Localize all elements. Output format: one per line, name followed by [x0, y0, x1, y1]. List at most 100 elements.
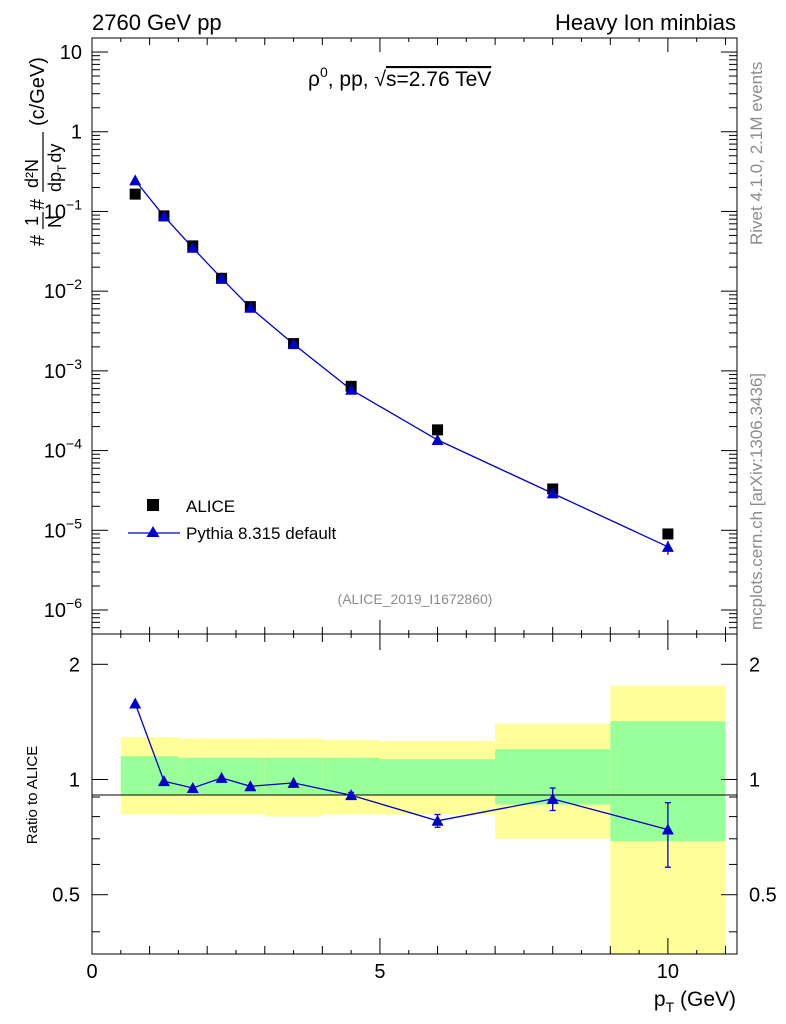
legend: ALICE Pythia 8.315 default	[128, 497, 337, 543]
y-label-dy: dy	[45, 144, 65, 163]
y-tick-label-exp: −5	[66, 515, 82, 531]
header-right: Heavy Ion minbias	[555, 10, 736, 35]
y-tick-label-base: 10	[44, 361, 66, 383]
pythia-point	[244, 301, 257, 313]
legend-label-alice: ALICE	[186, 497, 235, 516]
main-panel-ticks	[91, 38, 737, 635]
main-panel-data	[129, 174, 674, 555]
pythia-point	[431, 433, 444, 445]
x-label-t: T	[666, 999, 675, 1015]
y-tick-label: 1	[71, 122, 82, 144]
alice-point	[662, 528, 674, 540]
pythia-line	[134, 179, 669, 548]
ratio-y-tick-label: 0.5	[52, 885, 80, 907]
x-axis-label: pT (GeV)	[654, 988, 736, 1015]
legend-marker-alice	[147, 499, 159, 511]
ratio-panel-data	[129, 697, 674, 868]
x-label-unit: (GeV)	[674, 988, 736, 1011]
title-sqrt: √	[374, 68, 386, 91]
y-tick-label-base: 10	[44, 600, 66, 622]
y-label-t: T	[55, 164, 69, 172]
alice-point	[432, 424, 444, 436]
y-tick-label-exp: −3	[66, 356, 82, 372]
y-tick-label-base: 10	[60, 42, 82, 64]
rivet-version-text: Rivet 4.1.0, 2.1M events	[747, 62, 766, 245]
y-label-unit: (c/GeV)	[27, 57, 49, 126]
y-tick-label: 10−4	[44, 436, 82, 463]
y-label-dp: dp	[45, 172, 65, 192]
ratio-uncertainty-bands	[120, 685, 726, 954]
y-tick-label: 10−5	[44, 515, 82, 542]
y-tick-label-base: 10	[44, 520, 66, 542]
y-tick-label-base: 10	[44, 281, 66, 303]
ratio-point	[661, 823, 674, 835]
green-band	[379, 759, 496, 796]
y-label-one: 1	[22, 216, 42, 226]
ratio-line	[134, 703, 669, 831]
ratio-y-tick-label-right: 0.5	[749, 885, 777, 907]
green-band	[264, 757, 323, 796]
y-tick-label: 10−2	[44, 276, 82, 303]
y-label-n: N	[45, 215, 65, 228]
y-tick-label-exp: −6	[66, 595, 82, 611]
y-label-hash: #	[27, 234, 49, 246]
ratio-y-tick-labels: 0.5 0.5 1 1 2 2	[52, 654, 777, 906]
ratio-point	[287, 776, 300, 788]
pythia-point	[546, 487, 559, 499]
pythia-point	[345, 383, 358, 395]
ratio-y-axis-label: Ratio to ALICE	[24, 746, 41, 844]
ratio-y-tick-label-right: 2	[749, 654, 760, 676]
y-label-d2n: d²N	[22, 159, 42, 188]
ratio-point	[244, 780, 257, 792]
analysis-watermark: (ALICE_2019_I1672860)	[338, 591, 493, 607]
ratio-point	[215, 771, 228, 783]
y-tick-label-base: 1	[71, 122, 82, 144]
title-rho: ρ	[308, 68, 320, 91]
y-tick-label-base: 10	[44, 201, 66, 223]
x-tick-labels: 0 5 10	[86, 961, 679, 983]
mcplots-source-text: mcplots.cern.ch [arXiv:1306.3436]	[747, 373, 766, 630]
y-label-dpt: dpTdy	[45, 144, 69, 192]
legend-marker-pythia	[146, 526, 160, 537]
main-y-axis-label: # 1 N # d²N dpTdy (c/GeV)	[22, 57, 69, 246]
pythia-point	[661, 540, 674, 552]
ratio-point	[546, 792, 559, 804]
ratio-point	[129, 697, 142, 709]
ratio-panel: 0.5 0.5 1 1 2 2 0 5 10 Ratio to ALICE pT (GeV)	[24, 633, 777, 1015]
green-band	[120, 756, 150, 796]
ratio-y-tick-label: 1	[69, 770, 80, 792]
x-tick-label: 10	[657, 961, 679, 983]
y-tick-label-exp: −1	[66, 196, 82, 212]
legend-label-pythia: Pythia 8.315 default	[186, 524, 337, 543]
pythia-point	[129, 174, 142, 186]
y-tick-label: 10−1	[44, 196, 82, 223]
green-band	[322, 757, 380, 796]
x-label-p: p	[654, 988, 666, 1011]
y-tick-label: 10	[60, 42, 82, 64]
ratio-panel-frame	[91, 633, 738, 955]
ratio-y-tick-label-right: 1	[749, 770, 760, 792]
ratio-point	[157, 775, 170, 787]
pythia-point	[157, 210, 170, 222]
x-tick-label: 5	[374, 961, 385, 983]
pythia-point	[215, 272, 228, 284]
ratio-point	[186, 782, 199, 794]
y-tick-label: 10−3	[44, 356, 82, 383]
ratio-panel-ticks	[91, 634, 737, 954]
title-tail: s=2.76 TeV	[386, 68, 491, 91]
x-tick-label: 0	[86, 961, 97, 983]
header-left: 2760 GeV pp	[92, 10, 222, 35]
y-tick-label-exp: −2	[66, 276, 82, 292]
title-mid: , pp,	[328, 68, 375, 91]
y-tick-label-exp: −4	[66, 436, 82, 452]
ratio-y-tick-label: 2	[69, 654, 80, 676]
plot-title: ρ0, pp, √s=2.76 TeV	[308, 64, 491, 91]
y-tick-label-base: 10	[44, 441, 66, 463]
pythia-point	[186, 241, 199, 253]
ratio-point	[431, 814, 444, 826]
main-panel-frame	[91, 37, 738, 635]
title-sup: 0	[320, 64, 328, 80]
